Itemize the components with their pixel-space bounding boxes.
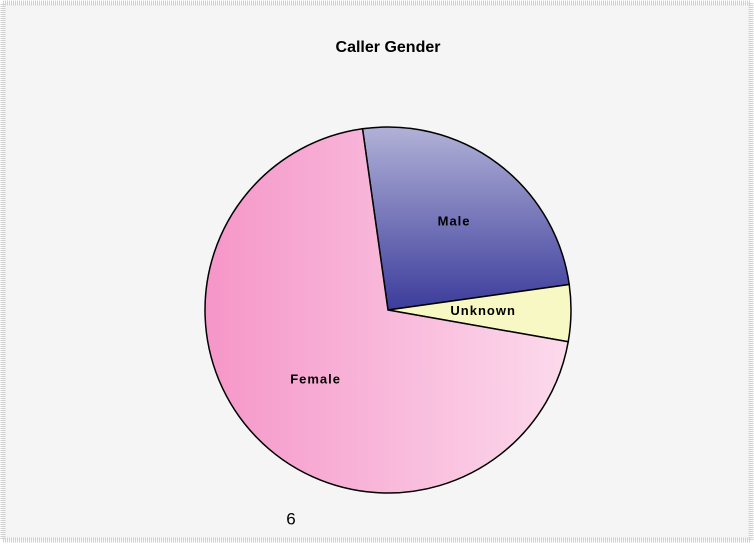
slice-label: Unknown — [450, 303, 516, 318]
slice-label: Female — [290, 371, 341, 386]
chart-title: Caller Gender — [336, 39, 441, 56]
page-label: 6 — [286, 509, 295, 528]
slice-label: Male — [438, 214, 471, 229]
pie-slice — [204, 127, 570, 494]
pie-slice — [361, 126, 571, 311]
